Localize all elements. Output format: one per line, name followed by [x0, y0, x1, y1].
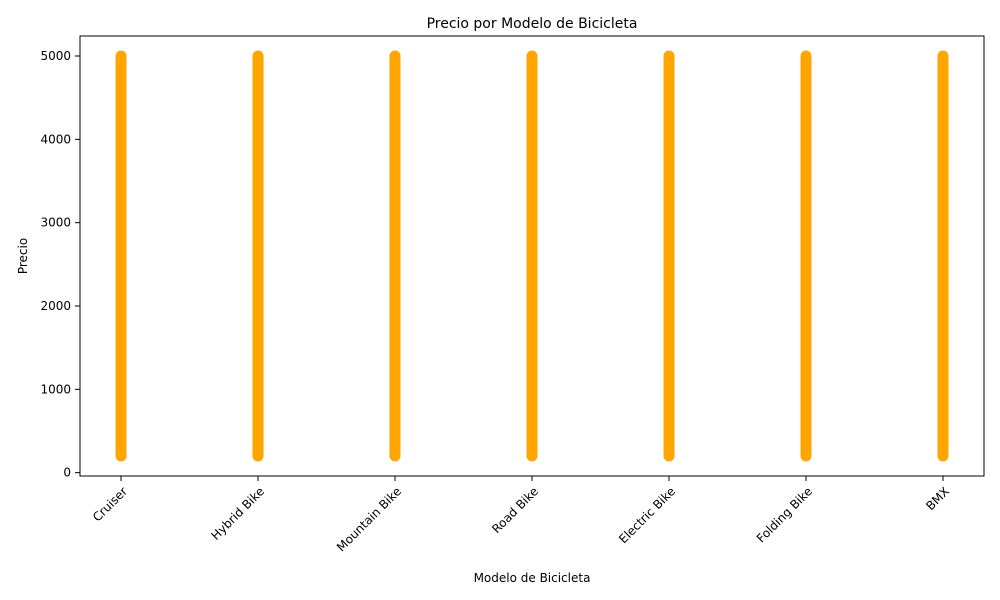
y-axis-label: Precio — [16, 238, 30, 274]
points-layer — [115, 50, 949, 462]
y-tick-label: 1000 — [40, 382, 71, 396]
x-tick-label: Hybrid Bike — [208, 484, 267, 543]
x-tick-label: Mountain Bike — [334, 484, 404, 554]
x-tick-label: Cruiser — [90, 484, 130, 524]
chart-title: Precio por Modelo de Bicicleta — [427, 16, 638, 32]
x-axis-label: Modelo de Bicicleta — [474, 571, 591, 585]
y-axis: 0 1000 2000 3000 4000 5000 — [40, 49, 80, 480]
y-tick-label: 2000 — [40, 299, 71, 313]
x-tick-label: Electric Bike — [616, 484, 678, 546]
y-tick-label: 0 — [63, 466, 71, 480]
x-axis: Cruiser Hybrid Bike Mountain Bike Road Bike… — [90, 476, 952, 554]
x-tick-label: Folding Bike — [754, 484, 815, 545]
y-tick-label: 3000 — [40, 216, 71, 230]
y-tick-label: 5000 — [40, 49, 71, 63]
x-tick-label: Road Bike — [489, 484, 541, 536]
y-tick-label: 4000 — [40, 132, 71, 146]
x-tick-label: BMX — [923, 484, 952, 513]
